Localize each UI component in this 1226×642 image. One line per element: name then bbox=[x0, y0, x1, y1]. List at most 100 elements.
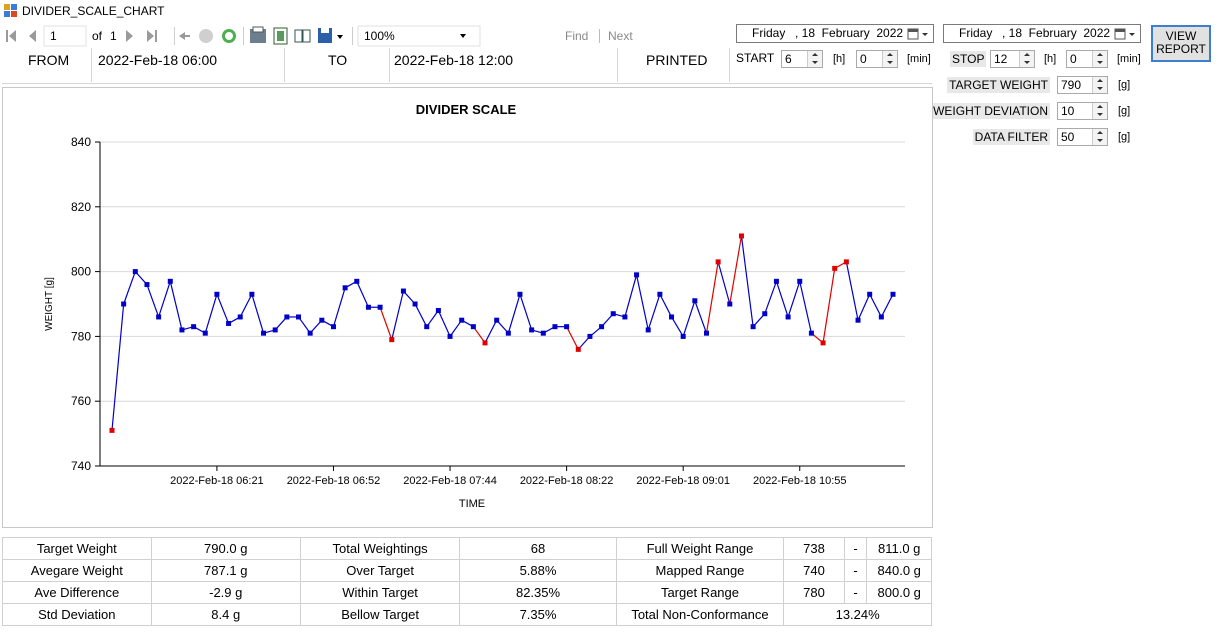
stats-cell: 13.24% bbox=[783, 603, 932, 626]
start-hours[interactable]: 6 bbox=[781, 50, 823, 68]
stats-row: Ave Difference -2.9 g Within Target 82.35% T… bbox=[2, 581, 932, 604]
stats-cell: 82.35% bbox=[459, 581, 617, 604]
y-tick-label: 840 bbox=[71, 135, 91, 149]
find-button[interactable]: Find bbox=[565, 29, 589, 43]
line-segment bbox=[472, 326, 486, 344]
line-segment bbox=[740, 235, 754, 327]
window-title: DIVIDER_SCALE_CHART bbox=[22, 4, 165, 18]
y-tick-label: 760 bbox=[71, 394, 91, 408]
point bbox=[622, 314, 628, 320]
line-segment bbox=[414, 303, 428, 327]
line-segment bbox=[426, 310, 439, 328]
point bbox=[715, 259, 721, 265]
point bbox=[307, 330, 313, 336]
point bbox=[820, 340, 826, 346]
field-label: TARGET WEIGHT bbox=[947, 77, 1050, 93]
stats-cell: Avegare Weight bbox=[2, 559, 152, 582]
point bbox=[529, 327, 535, 333]
y-tick-label: 820 bbox=[71, 200, 91, 214]
point bbox=[214, 291, 220, 297]
point bbox=[237, 314, 243, 320]
stats-cell: 7.35% bbox=[459, 603, 617, 626]
line-segment bbox=[799, 281, 812, 334]
point bbox=[459, 317, 465, 323]
point bbox=[494, 317, 500, 323]
stats-cell: - bbox=[843, 537, 868, 560]
field-label: DATA FILTER bbox=[972, 129, 1050, 145]
point bbox=[296, 314, 302, 320]
y-tick-label: 780 bbox=[71, 329, 91, 343]
stats-cell: 8.4 g bbox=[150, 603, 301, 626]
point bbox=[657, 291, 663, 297]
stop-hours[interactable]: 12 bbox=[990, 50, 1035, 68]
date-text: , 18 February 2022 bbox=[1002, 26, 1111, 40]
chart-frame bbox=[2, 87, 933, 528]
zoom-select[interactable]: 100% bbox=[364, 29, 395, 43]
line-segment bbox=[356, 281, 369, 308]
stop-minutes[interactable]: 0 bbox=[1066, 50, 1108, 68]
field-input[interactable]: 10 bbox=[1057, 102, 1108, 120]
point bbox=[634, 272, 640, 278]
next-button[interactable]: Next bbox=[608, 29, 633, 43]
point bbox=[599, 324, 605, 330]
x-axis-label: TIME bbox=[459, 498, 485, 510]
line-segment bbox=[298, 316, 311, 334]
point bbox=[470, 324, 476, 330]
start-minutes[interactable]: 0 bbox=[856, 50, 898, 68]
point bbox=[855, 317, 861, 323]
stats-cell: - bbox=[843, 581, 868, 604]
stats-row: Avegare Weight 787.1 g Over Target 5.88% Map… bbox=[2, 559, 932, 582]
point bbox=[365, 304, 371, 310]
printed-label: PRINTED bbox=[618, 48, 730, 82]
page-number[interactable]: 1 bbox=[50, 29, 57, 43]
line-segment bbox=[484, 319, 498, 344]
line-segment bbox=[647, 294, 661, 331]
stats-cell: Std Deviation bbox=[2, 603, 152, 626]
point bbox=[552, 324, 558, 330]
x-tick-label: 2022-Feb-18 09:01 bbox=[636, 475, 730, 487]
point bbox=[703, 330, 709, 336]
stop-date-picker[interactable]: Friday , 18 February 2022 bbox=[943, 24, 1141, 43]
stats-row: Target Weight 790.0 g Total Weightings 68 Fu… bbox=[2, 537, 932, 560]
line-segment bbox=[111, 303, 125, 431]
point bbox=[505, 330, 511, 336]
point bbox=[540, 330, 546, 336]
point bbox=[389, 337, 395, 343]
line-segment bbox=[869, 294, 882, 318]
point bbox=[319, 317, 325, 323]
from-label: FROM bbox=[2, 48, 92, 82]
line-segment bbox=[764, 281, 777, 314]
point bbox=[202, 330, 208, 336]
point bbox=[832, 265, 838, 271]
field-input[interactable]: 790 bbox=[1057, 76, 1108, 94]
unit: [h] bbox=[1044, 53, 1057, 65]
stats-cell: Total Weightings bbox=[299, 537, 461, 560]
line-segment bbox=[717, 261, 731, 305]
field-label: WEIGHT DEVIATION bbox=[931, 103, 1050, 119]
point bbox=[878, 314, 884, 320]
point bbox=[354, 278, 360, 284]
point bbox=[867, 291, 873, 297]
stats-table: Target Weight 790.0 g Total Weightings 68 Fu… bbox=[2, 537, 932, 626]
point bbox=[261, 330, 267, 336]
page-of: of bbox=[92, 29, 103, 43]
field-input[interactable]: 50 bbox=[1057, 128, 1108, 146]
point bbox=[517, 291, 523, 297]
line-segment bbox=[682, 300, 696, 337]
header-row bbox=[2, 48, 932, 84]
line-segment bbox=[391, 290, 405, 340]
stats-cell: Over Target bbox=[299, 559, 461, 582]
stats-cell: 790.0 g bbox=[150, 537, 301, 560]
line-segment bbox=[507, 294, 521, 334]
y-axis-label: WEIGHT [g] bbox=[44, 277, 55, 331]
view-report-button[interactable]: VIEW REPORT bbox=[1151, 25, 1211, 62]
date-day: Friday bbox=[752, 26, 786, 40]
point bbox=[167, 278, 173, 284]
stats-cell: 68 bbox=[459, 537, 617, 560]
stats-cell: Mapped Range bbox=[615, 559, 785, 582]
unit: [h] bbox=[833, 53, 846, 65]
stats-cell: Target Range bbox=[615, 581, 785, 604]
to-value: 2022-Feb-18 12:00 bbox=[390, 48, 618, 82]
start-date-picker[interactable]: Friday , 18 February 2022 bbox=[736, 24, 934, 43]
